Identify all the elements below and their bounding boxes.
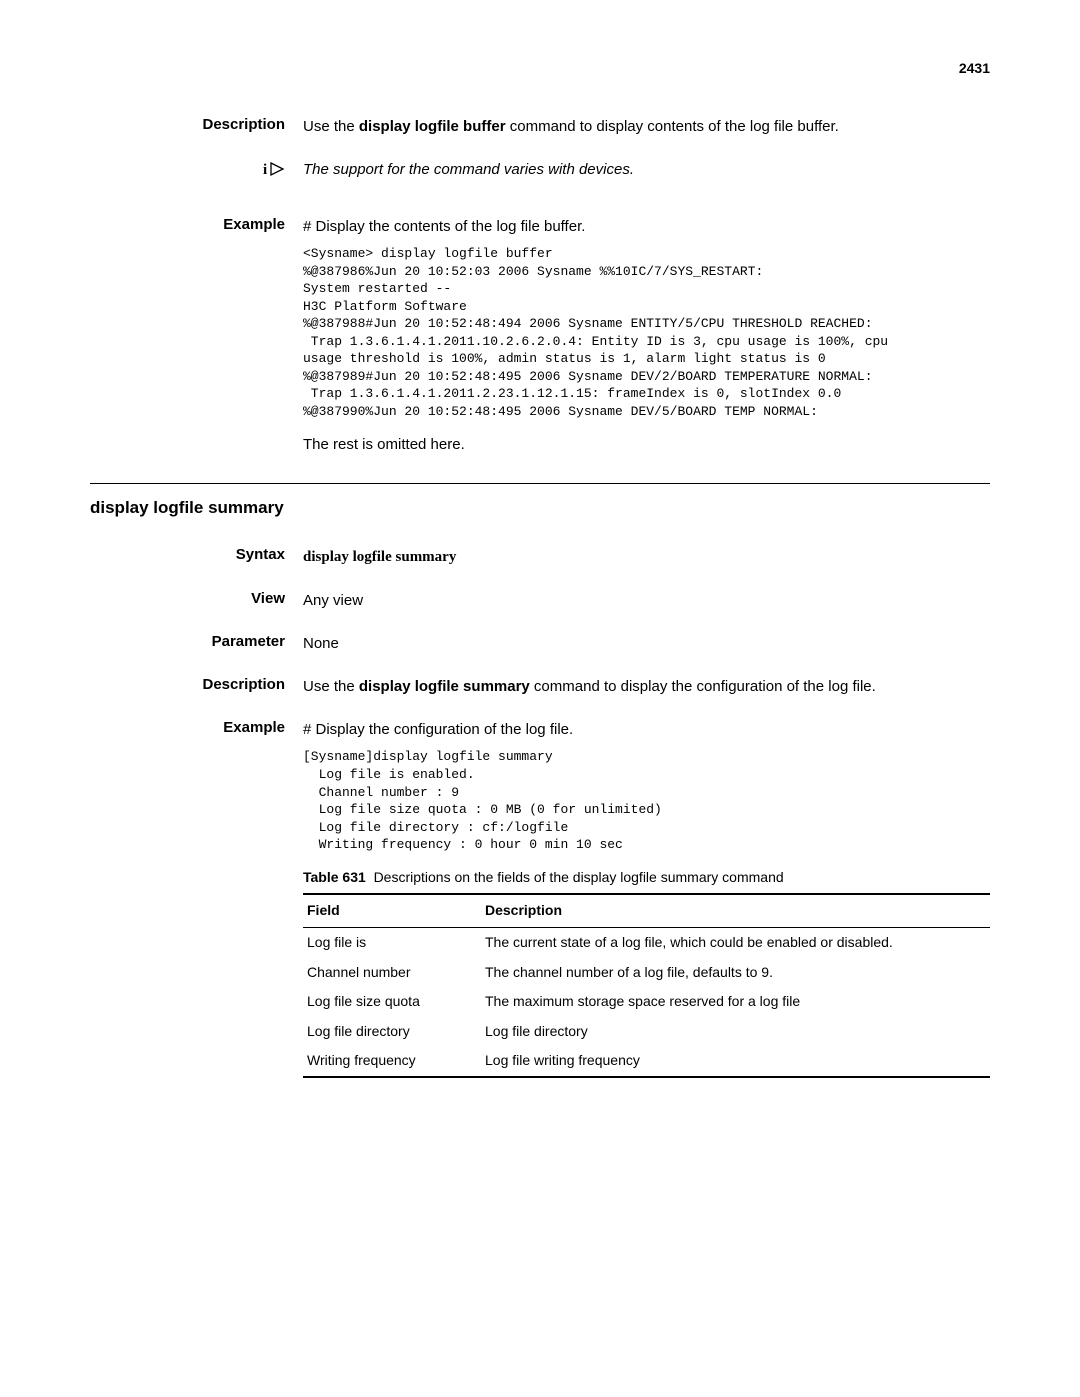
description2-cmd: display logfile summary [359, 678, 530, 695]
table-row: Log file directoryLog file directory [303, 1017, 990, 1047]
page-number: 2431 [90, 60, 990, 76]
table-row: Channel numberThe channel number of a lo… [303, 958, 990, 988]
description-post: command to display contents of the log f… [506, 118, 839, 135]
table-caption-label: Table 631 [303, 869, 366, 885]
description-pre: Use the [303, 118, 359, 135]
view-row: View Any view [90, 590, 990, 611]
table-cell-field: Channel number [303, 958, 481, 988]
table-cell-desc: The current state of a log file, which c… [481, 927, 990, 957]
description2-post: command to display the configuration of … [530, 678, 876, 695]
syntax-row: Syntax display logfile summary [90, 546, 990, 568]
table-cell-desc: The maximum storage space reserved for a… [481, 987, 990, 1017]
parameter-row: Parameter None [90, 633, 990, 654]
example2-intro: # Display the configuration of the log f… [303, 719, 990, 740]
table-caption: Table 631 Descriptions on the fields of … [303, 868, 990, 888]
example2-code: [Sysname]display logfile summary Log fil… [303, 748, 990, 853]
example1-omitted: The rest is omitted here. [303, 434, 990, 455]
example2-content: # Display the configuration of the log f… [303, 719, 990, 1077]
table-row: Writing frequencyLog file writing freque… [303, 1046, 990, 1077]
syntax-label: Syntax [90, 546, 303, 568]
example2-row: Example # Display the configuration of t… [90, 719, 990, 1077]
table-header-field: Field [303, 894, 481, 927]
example1-row: Example # Display the contents of the lo… [90, 216, 990, 455]
table-header-desc: Description [481, 894, 990, 927]
table-cell-desc: Log file writing frequency [481, 1046, 990, 1077]
example2-label: Example [90, 719, 303, 1077]
table-cell-desc: Log file directory [481, 1017, 990, 1047]
description2-pre: Use the [303, 678, 359, 695]
section-divider [90, 483, 990, 484]
table-cell-field: Writing frequency [303, 1046, 481, 1077]
parameter-label: Parameter [90, 633, 303, 654]
table-cell-field: Log file is [303, 927, 481, 957]
example1-code: <Sysname> display logfile buffer %@38798… [303, 245, 990, 420]
field-table: Field Description Log file isThe current… [303, 893, 990, 1078]
table-cell-field: Log file directory [303, 1017, 481, 1047]
info-pointer-icon: i [261, 159, 285, 179]
description-content: Use the display logfile buffer command t… [303, 116, 990, 137]
note-icon-cell: i [90, 159, 303, 180]
syntax-cmd: display logfile summary [303, 549, 456, 565]
description2-label: Description [90, 676, 303, 697]
table-row: Log file isThe current state of a log fi… [303, 927, 990, 957]
note-row: i The support for the command varies wit… [90, 159, 990, 180]
note-text: The support for the command varies with … [303, 159, 990, 180]
command-heading: display logfile summary [90, 498, 990, 518]
description-row: Description Use the display logfile buff… [90, 116, 990, 137]
table-row: Log file size quotaThe maximum storage s… [303, 987, 990, 1017]
table-header-row: Field Description [303, 894, 990, 927]
example1-label: Example [90, 216, 303, 455]
view-label: View [90, 590, 303, 611]
parameter-content: None [303, 633, 990, 654]
syntax-content: display logfile summary [303, 546, 990, 568]
table-caption-text: Descriptions on the fields of the displa… [374, 869, 784, 885]
example1-content: # Display the contents of the log file b… [303, 216, 990, 455]
description2-content: Use the display logfile summary command … [303, 676, 990, 697]
svg-text:i: i [263, 162, 267, 178]
description-cmd: display logfile buffer [359, 118, 506, 135]
description-label: Description [90, 116, 303, 137]
view-content: Any view [303, 590, 990, 611]
table-cell-desc: The channel number of a log file, defaul… [481, 958, 990, 988]
table-cell-field: Log file size quota [303, 987, 481, 1017]
example1-intro: # Display the contents of the log file b… [303, 216, 990, 237]
description2-row: Description Use the display logfile summ… [90, 676, 990, 697]
